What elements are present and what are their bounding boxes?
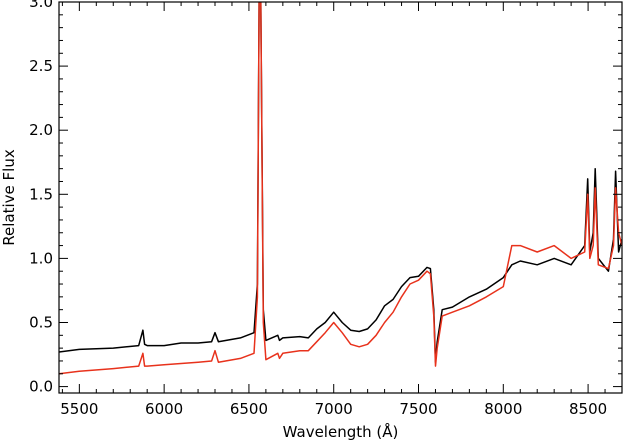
x-tick-label: 8500 bbox=[569, 400, 607, 418]
x-tick-label: 5500 bbox=[60, 400, 98, 418]
y-tick-label: 1.5 bbox=[29, 185, 53, 203]
x-tick-label: 7500 bbox=[399, 400, 437, 418]
y-axis-label: Relative Flux bbox=[0, 149, 18, 246]
series-group bbox=[59, 2, 622, 375]
series-line-1 bbox=[59, 2, 622, 363]
x-tick-label: 7000 bbox=[315, 400, 353, 418]
y-tick-label: 2.0 bbox=[29, 121, 53, 139]
series-line-2 bbox=[59, 2, 622, 375]
x-tick-label: 8000 bbox=[484, 400, 522, 418]
y-tick-label: 0.0 bbox=[29, 378, 53, 396]
y-tick-label: 2.5 bbox=[29, 57, 53, 75]
plot-frame bbox=[58, 1, 623, 394]
y-tick-label: 0.5 bbox=[29, 313, 53, 331]
y-tick-label: 1.0 bbox=[29, 249, 53, 267]
x-axis-label: Wavelength (Å) bbox=[283, 422, 399, 441]
ticks-group: 5500 6000 6500 7000 7500 8000 8500 0.0 0.5 1.0 1.5… bbox=[29, 0, 623, 418]
x-tick-label: 6000 bbox=[145, 400, 183, 418]
y-tick-label: 3.0 bbox=[29, 0, 53, 11]
x-tick-label: 6500 bbox=[230, 400, 268, 418]
